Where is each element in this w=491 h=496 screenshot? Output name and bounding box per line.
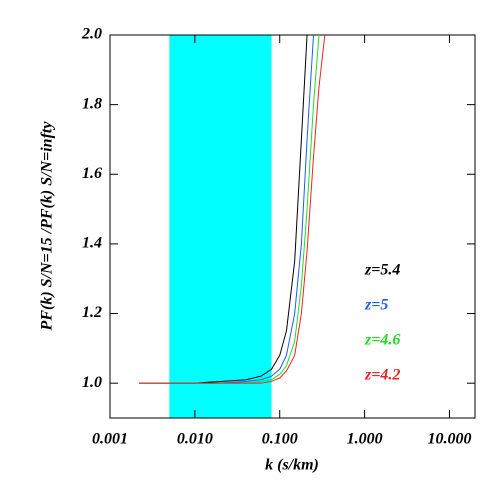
legend-entry: z=4.6	[364, 332, 400, 349]
legend-entry: z=4.2	[364, 367, 400, 384]
y-axis-label: PF(k) S/N=15 /PF(k) S/N=infty	[39, 121, 56, 332]
y-tick-label: 1.6	[82, 165, 102, 182]
y-tick-label: 2.0	[81, 26, 102, 43]
y-tick-label: 1.0	[82, 374, 102, 391]
data-line	[139, 35, 326, 384]
x-tick-label: 0.100	[262, 431, 298, 448]
x-axis-label: k (s/km)	[265, 457, 319, 474]
x-tick-label: 0.001	[92, 431, 128, 448]
legend-entry: z=5.4	[364, 262, 400, 279]
x-tick-label: 1.000	[347, 431, 383, 448]
y-tick-label: 1.4	[82, 235, 102, 252]
x-tick-label: 0.010	[177, 431, 213, 448]
plot-area	[139, 35, 326, 384]
legend-entry: z=5	[364, 297, 388, 314]
y-tick-label: 1.2	[82, 304, 102, 321]
x-tick-label: 10.000	[427, 431, 471, 448]
plot-frame	[109, 34, 476, 419]
shaded-region	[169, 35, 272, 418]
y-tick-label: 1.8	[82, 95, 102, 112]
